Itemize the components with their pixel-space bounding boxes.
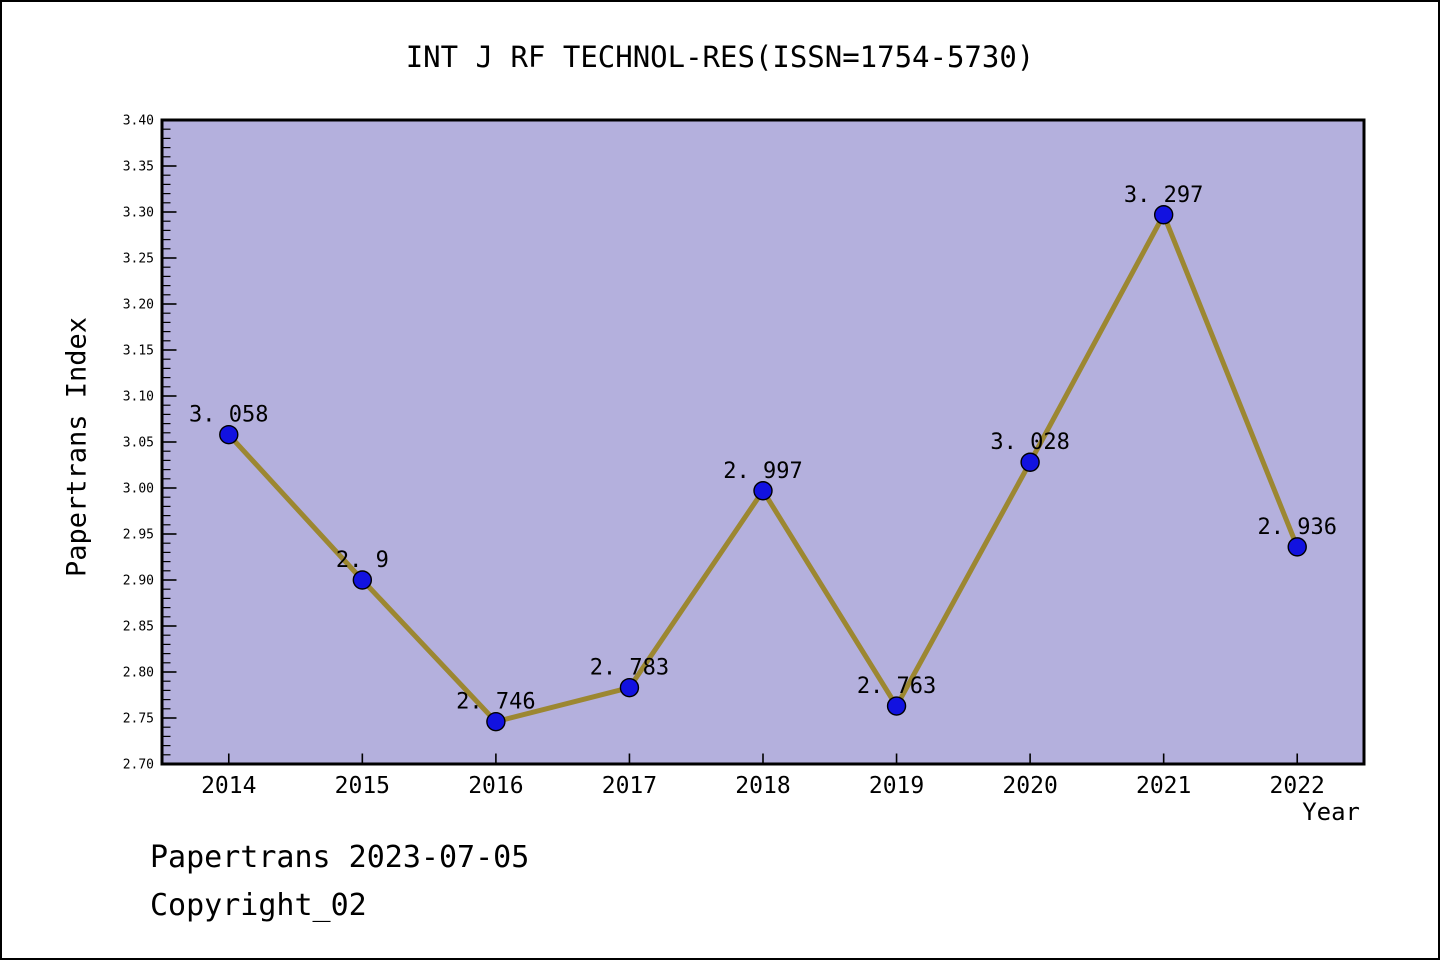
y-tick-label: 2.90 (123, 574, 154, 589)
data-point (486, 711, 506, 732)
y-tick-label: 3.15 (123, 344, 154, 359)
data-point (886, 696, 907, 716)
y-tick-label: 3.00 (123, 482, 154, 497)
data-point-label: 2. 783 (590, 656, 669, 681)
y-tick-label: 2.70 (123, 758, 154, 773)
y-tick-label: 2.80 (123, 666, 154, 681)
y-tick-label: 2.75 (123, 712, 154, 727)
x-tick-label: 2014 (201, 773, 256, 799)
chart-title: INT J RF TECHNOL-RES(ISSN=1754-5730) (405, 40, 1035, 74)
data-point-label: 3. 028 (990, 430, 1069, 455)
footer-watermark-date: Papertrans 2023-07-05 (150, 840, 530, 875)
x-axis-title: Year (1302, 798, 1360, 826)
data-point-label: 3. 297 (1124, 183, 1203, 208)
data-point-label: 2. 997 (723, 459, 802, 484)
data-point-label: 2. 9 (336, 548, 389, 573)
y-axis-title: Papertrans Index (61, 316, 93, 578)
y-tick-label: 2.95 (123, 528, 154, 543)
y-tick-label: 3.40 (123, 114, 154, 129)
data-point-label: 3. 058 (189, 403, 268, 428)
data-point (1287, 537, 1307, 557)
y-tick-label: 3.10 (123, 390, 154, 405)
plot-frame (160, 118, 1366, 766)
y-tick-label: 3.35 (123, 160, 154, 175)
data-point (1020, 452, 1040, 472)
x-tick-label: 2016 (468, 773, 523, 799)
y-tick-label: 3.05 (123, 436, 154, 451)
x-tick-label: 2017 (602, 773, 657, 799)
x-tick-label: 2015 (335, 773, 390, 799)
data-point-label: 2. 936 (1257, 515, 1336, 540)
x-tick-label: 2021 (1136, 773, 1191, 799)
data-point-label: 2. 746 (456, 690, 535, 715)
x-tick-label: 2020 (1002, 773, 1057, 799)
data-point (1153, 205, 1174, 225)
y-tick-label: 3.25 (123, 252, 154, 267)
y-tick-label: 2.85 (123, 620, 154, 635)
data-point (753, 481, 773, 501)
data-point (619, 677, 640, 698)
footer-copyright: Copyright_02 (150, 888, 367, 923)
y-tick-label: 3.20 (123, 298, 154, 313)
data-point (352, 570, 373, 590)
x-tick-label: 2019 (869, 773, 924, 799)
data-point-label: 2. 763 (857, 674, 936, 699)
y-tick-label: 3.30 (123, 206, 154, 221)
data-point (219, 424, 239, 445)
x-tick-label: 2022 (1270, 773, 1325, 799)
plot-background (162, 120, 1364, 764)
x-tick-label: 2018 (735, 773, 790, 799)
